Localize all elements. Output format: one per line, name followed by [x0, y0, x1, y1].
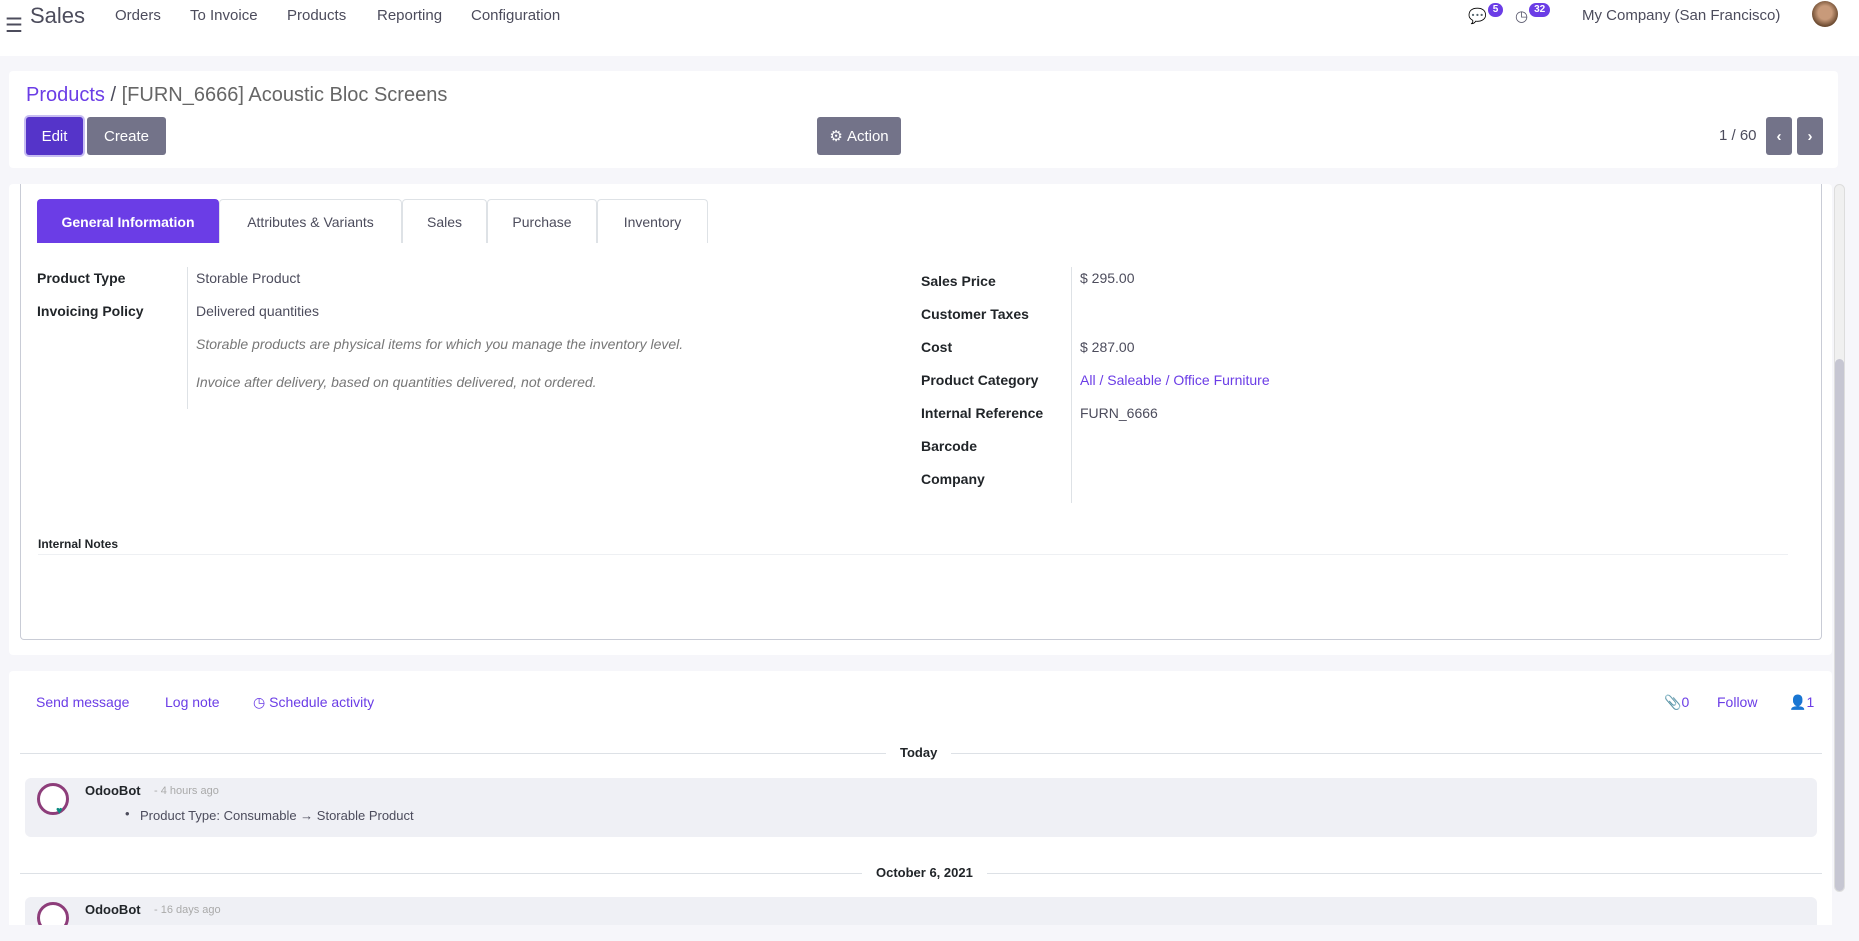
schedule-activity-label: Schedule activity — [269, 694, 375, 710]
menu-icon[interactable]: ☰ — [5, 15, 23, 37]
message-item: ♥ OdooBot - 4 hours ago • Product Type: … — [25, 778, 1817, 837]
edit-button[interactable]: Edit — [26, 117, 83, 155]
schedule-activity-button[interactable]: ◷ Schedule activity — [253, 694, 374, 711]
online-heart-icon: ♥ — [56, 805, 63, 817]
send-message-button[interactable]: Send message — [36, 694, 130, 710]
user-icon: 👤 — [1789, 694, 1807, 710]
internal-reference-label: Internal Reference — [921, 405, 1044, 421]
company-label: Company — [921, 471, 985, 487]
bottom-area — [0, 925, 1859, 941]
messages-icon: 💬 — [1468, 8, 1487, 25]
tab-general-information[interactable]: General Information — [37, 199, 219, 243]
scrollbar[interactable] — [1834, 184, 1845, 892]
paperclip-icon: 📎 — [1664, 694, 1682, 710]
followers-button[interactable]: 👤1 — [1789, 694, 1814, 711]
left-divider — [187, 267, 188, 409]
activity-clock-icon: ◷ — [1515, 8, 1529, 25]
follow-button[interactable]: Follow — [1717, 694, 1758, 710]
clock-icon: ◷ — [253, 694, 270, 710]
barcode-label: Barcode — [921, 438, 978, 454]
right-divider — [1071, 267, 1072, 503]
message-author[interactable]: OdooBot — [85, 783, 141, 798]
top-navbar: ☰ Sales Orders To Invoice Products Repor… — [0, 0, 1859, 56]
product-type-value: Storable Product — [196, 270, 301, 286]
tab-purchase[interactable]: Purchase — [487, 199, 597, 243]
tracking-change: Product Type: Consumable → Storable Prod… — [140, 808, 414, 823]
action-label: Action — [846, 127, 889, 145]
product-category-label: Product Category — [921, 372, 1039, 388]
internal-notes-field[interactable] — [38, 554, 1788, 555]
breadcrumb-separator: / — [110, 84, 117, 106]
invoicing-policy-value: Delivered quantities — [196, 303, 319, 319]
messages-menu[interactable]: 💬 5 — [1468, 3, 1504, 25]
attachments-count: 0 — [1681, 694, 1690, 710]
sales-price-label: Sales Price — [921, 273, 996, 289]
message-time: - 4 hours ago — [154, 785, 219, 797]
product-type-label: Product Type — [37, 270, 126, 286]
cost-label: Cost — [921, 339, 953, 355]
tab-sales[interactable]: Sales — [402, 199, 487, 243]
activities-badge: 32 — [1529, 3, 1551, 17]
menu-configuration[interactable]: Configuration — [471, 7, 561, 24]
activities-menu[interactable]: ◷ 32 — [1515, 3, 1551, 25]
pager-value[interactable]: 1 / 60 — [1719, 127, 1757, 144]
followers-count: 1 — [1806, 694, 1815, 710]
menu-to-invoice[interactable]: To Invoice — [190, 7, 258, 24]
control-panel: Products / [FURN_6666] Acoustic Bloc Scr… — [9, 71, 1838, 168]
create-button[interactable]: Create — [87, 117, 166, 155]
menu-products[interactable]: Products — [287, 7, 347, 24]
odoobot-avatar — [37, 783, 69, 815]
customer-taxes-label: Customer Taxes — [921, 306, 1029, 322]
form-sheet — [20, 184, 1822, 640]
date-separator-october: October 6, 2021 — [862, 865, 987, 880]
bullet-icon: • — [125, 806, 130, 821]
attachments-button[interactable]: 📎0 — [1664, 694, 1689, 711]
tab-attributes-variants[interactable]: Attributes & Variants — [219, 199, 402, 243]
internal-reference-value: FURN_6666 — [1080, 405, 1158, 421]
chatter: Send message Log note ◷ Schedule activit… — [9, 671, 1832, 937]
gear-icon: ⚙ — [829, 128, 847, 145]
menu-reporting[interactable]: Reporting — [377, 7, 443, 24]
user-avatar[interactable] — [1812, 1, 1838, 27]
app-name[interactable]: Sales — [30, 3, 86, 28]
pager-previous-button[interactable]: ‹ — [1766, 117, 1792, 155]
internal-notes-label: Internal Notes — [38, 537, 119, 551]
cost-value: $ 287.00 — [1080, 339, 1135, 355]
product-category-link[interactable]: All / Saleable / Office Furniture — [1080, 372, 1270, 388]
product-type-help: Storable products are physical items for… — [196, 336, 684, 352]
scrollbar-thumb[interactable] — [1835, 359, 1844, 891]
message-author[interactable]: OdooBot — [85, 902, 141, 917]
menu-orders[interactable]: Orders — [115, 7, 161, 24]
action-button[interactable]: ⚙ Action — [817, 117, 901, 155]
messages-badge: 5 — [1487, 3, 1504, 17]
log-note-button[interactable]: Log note — [165, 694, 220, 710]
invoicing-policy-label: Invoicing Policy — [37, 303, 144, 319]
sales-price-value: $ 295.00 — [1080, 270, 1135, 286]
breadcrumb: Products / [FURN_6666] Acoustic Bloc Scr… — [26, 84, 447, 107]
breadcrumb-current: [FURN_6666] Acoustic Bloc Screens — [121, 84, 448, 106]
date-separator-today: Today — [886, 745, 952, 760]
breadcrumb-products[interactable]: Products — [26, 84, 105, 106]
message-time: - 16 days ago — [154, 904, 221, 916]
invoicing-policy-help: Invoice after delivery, based on quantit… — [196, 374, 597, 390]
tab-inventory[interactable]: Inventory — [597, 199, 708, 243]
pager-next-button[interactable]: › — [1797, 117, 1823, 155]
company-switcher[interactable]: My Company (San Francisco) — [1582, 7, 1781, 24]
